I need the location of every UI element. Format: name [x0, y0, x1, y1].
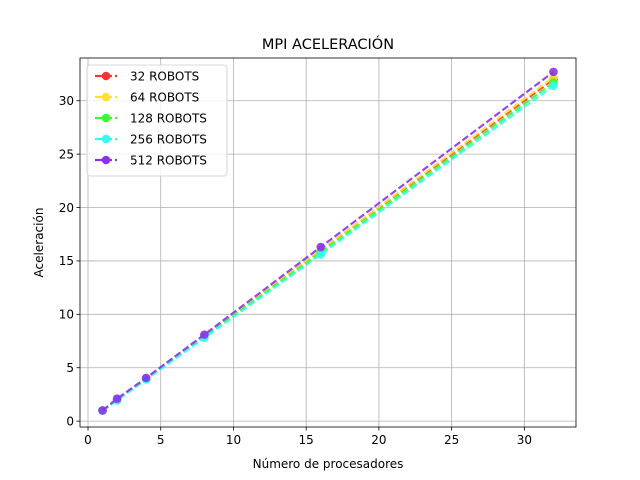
legend-label: 256 ROBOTS: [130, 132, 207, 146]
legend-item: 32 ROBOTS: [95, 69, 199, 83]
y-tick-label: 10: [59, 308, 74, 322]
y-tick-label: 30: [59, 94, 74, 108]
y-tick-label: 25: [59, 147, 74, 161]
x-tick-label: 25: [444, 433, 459, 447]
legend-marker: [101, 71, 111, 81]
series-512-robots: [98, 67, 558, 415]
legend-label: 128 ROBOTS: [130, 111, 207, 125]
legend-label: 512 ROBOTS: [130, 153, 207, 167]
x-axis-label: Número de procesadores: [253, 457, 404, 471]
y-tick-label: 0: [66, 414, 74, 428]
x-tick-label: 20: [371, 433, 386, 447]
legend-item: 128 ROBOTS: [95, 111, 207, 125]
plot-frame: [79, 57, 577, 428]
data-point: [316, 250, 326, 259]
x-tick-label: 5: [157, 433, 165, 447]
y-tick-label: 15: [59, 254, 74, 268]
y-axis-label: Aceleración: [32, 208, 46, 278]
legend-marker: [101, 92, 111, 102]
legend-item: 512 ROBOTS: [95, 153, 207, 167]
legend-item: 64 ROBOTS: [95, 90, 199, 104]
data-point: [141, 373, 151, 383]
legend-item: 256 ROBOTS: [95, 132, 207, 146]
data-point: [549, 81, 558, 91]
x-tick-label: 15: [299, 433, 314, 447]
y-tick-label: 20: [59, 201, 74, 215]
legend-marker: [101, 155, 111, 165]
axis-ticks: 0 5 10 15 20 25 30 0 5 10 15 20 25 30: [59, 94, 532, 447]
y-tick-label: 5: [66, 361, 74, 375]
x-tick-label: 30: [517, 433, 532, 447]
data-point: [98, 406, 107, 415]
data-point: [200, 330, 209, 339]
legend-label: 32 ROBOTS: [130, 69, 199, 83]
legend-label: 64 ROBOTS: [130, 90, 199, 104]
chart-title: MPI ACELERACIÓN: [262, 35, 394, 53]
data-point: [549, 67, 558, 77]
x-tick-label: 10: [226, 433, 241, 447]
x-tick-label: 0: [84, 433, 92, 447]
data-point: [112, 394, 122, 403]
series-group: [98, 67, 558, 415]
data-point: [316, 242, 326, 252]
legend-box: [86, 64, 228, 177]
legend: 32 ROBOTS 64 ROBOTS 128 ROBOTS 256 ROBOTS 51…: [86, 64, 228, 177]
legend-marker: [101, 113, 111, 123]
legend-marker: [101, 134, 111, 144]
